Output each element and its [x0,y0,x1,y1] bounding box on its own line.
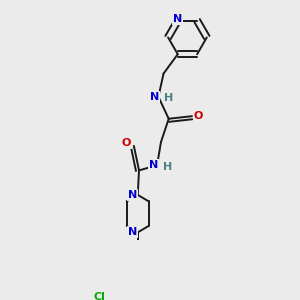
Text: N: N [150,92,159,102]
Text: N: N [148,160,158,170]
Text: Cl: Cl [94,292,106,300]
Text: O: O [194,111,203,121]
Text: H: H [164,93,173,103]
Text: N: N [173,14,182,24]
Text: O: O [122,138,131,148]
Text: N: N [128,190,137,200]
Text: H: H [163,161,172,172]
Text: N: N [128,227,137,237]
